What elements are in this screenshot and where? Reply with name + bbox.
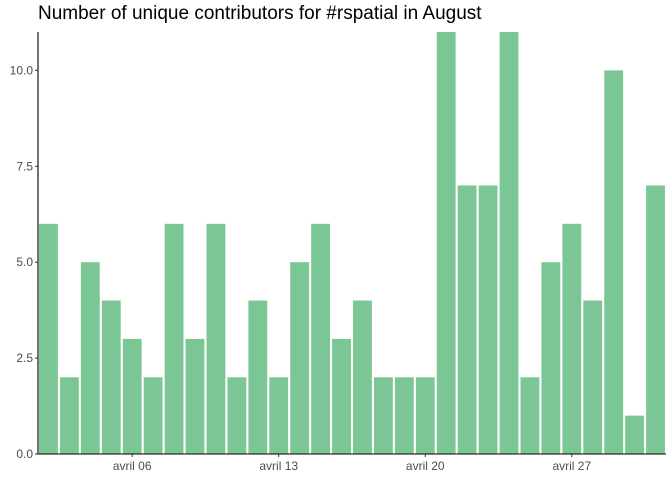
- bar-day-16: [332, 338, 351, 454]
- bar-day-11: [227, 377, 247, 454]
- bar-day-24: [499, 32, 519, 454]
- bar-day-12: [248, 300, 268, 454]
- bars-group: [39, 32, 665, 455]
- x-tick-label: avril 13: [259, 459, 298, 473]
- bar-day-10: [206, 223, 226, 454]
- x-tick-label: avril 27: [552, 459, 591, 473]
- bar-day-5: [101, 300, 121, 454]
- y-tick-label: 7.5: [16, 159, 33, 173]
- bar-day-18: [373, 377, 393, 454]
- y-tick-label: 0.0: [16, 447, 33, 461]
- x-tick-label: avril 20: [406, 459, 445, 473]
- bar-day-13: [269, 377, 289, 454]
- y-tick-label: 2.5: [16, 351, 33, 365]
- bar-day-31: [646, 185, 665, 454]
- bar-day-30: [625, 415, 645, 454]
- bar-day-4: [80, 262, 100, 454]
- chart-title: Number of unique contributors for #rspat…: [38, 3, 482, 24]
- bar-day-21: [436, 32, 456, 454]
- bar-day-6: [122, 338, 142, 454]
- bar-day-29: [604, 70, 624, 455]
- bar-day-14: [290, 262, 310, 454]
- bar-day-7: [143, 377, 163, 454]
- bar-day-22: [457, 185, 477, 454]
- bar-day-25: [520, 377, 540, 454]
- bar-day-3: [59, 377, 79, 454]
- x-axis: avril 06 avril 13 avril 20 avril 27: [38, 453, 666, 473]
- bar-day-23: [478, 185, 498, 454]
- bar-day-15: [311, 223, 331, 454]
- bar-day-26: [541, 262, 561, 454]
- bar-day-9: [185, 338, 205, 454]
- bar-day-19: [394, 377, 414, 454]
- bar-day-2: [39, 223, 58, 454]
- bar-day-28: [583, 300, 603, 454]
- x-tick-label: avril 06: [113, 459, 152, 473]
- bar-day-27: [562, 223, 582, 454]
- y-tick-label: 5.0: [16, 255, 33, 269]
- bar-day-20: [415, 377, 435, 454]
- bar-day-17: [353, 300, 372, 454]
- y-tick-label: 10.0: [10, 63, 34, 77]
- y-axis: 0.0 2.5 5.0 7.5 10.0: [10, 32, 39, 461]
- bar-day-8: [164, 223, 184, 454]
